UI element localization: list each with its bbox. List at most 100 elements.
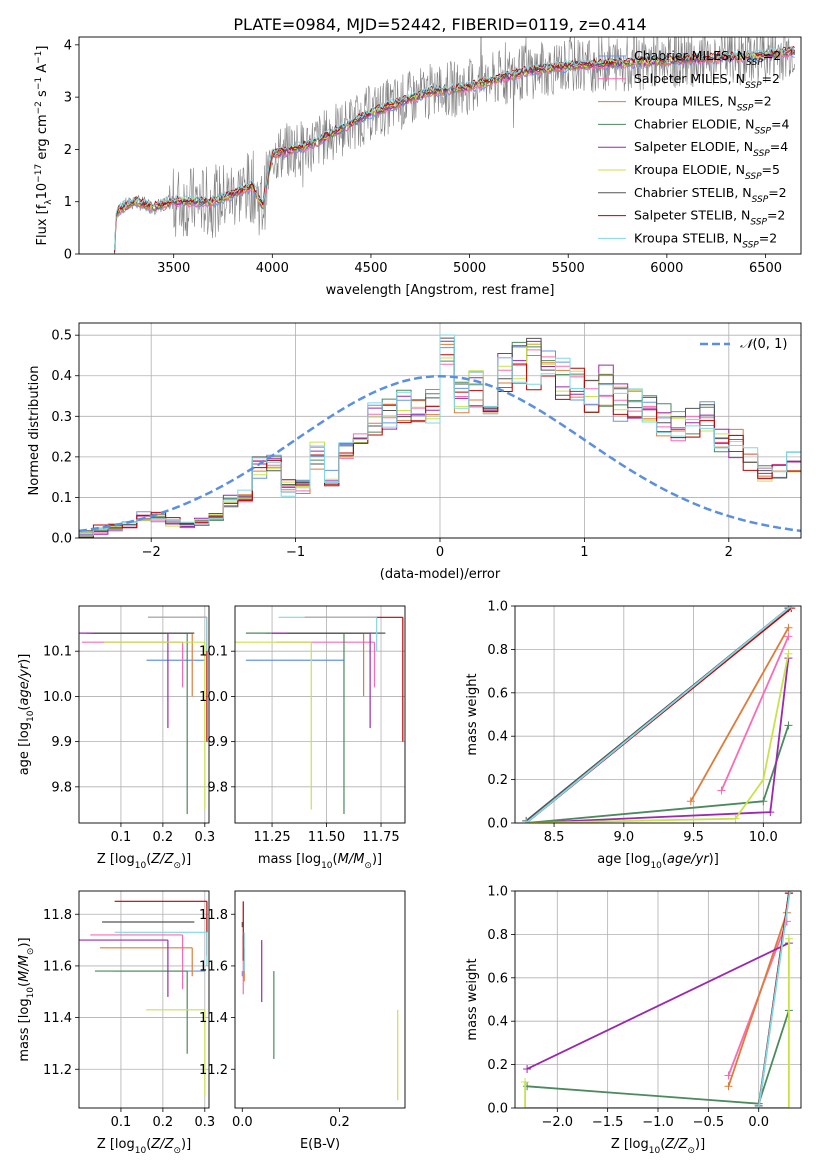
weight-line: [526, 942, 790, 1070]
weight-marker: [784, 649, 793, 658]
x-axis-label: mass [log10(M/M⊙)]: [258, 852, 382, 871]
x-tick-label: 0.0: [232, 1115, 253, 1130]
weight-marker: [724, 1071, 733, 1080]
Z-mass-frame: [78, 890, 210, 1109]
x-axis-label: E(B-V): [300, 1137, 340, 1152]
y-tick-label: 2: [64, 143, 72, 158]
weight-line: [720, 636, 790, 791]
x-axis-label: (data-model)/error: [380, 567, 501, 582]
weight-marker: [784, 623, 793, 632]
mass-age-frame: [234, 605, 406, 824]
x-tick-label: 6000: [650, 261, 683, 276]
Z-massweight-plot: [521, 891, 794, 1108]
legend-entry: 𝒩(0, 1): [740, 337, 787, 352]
weight-marker: [759, 775, 768, 784]
x-tick-label: −1.5: [592, 1115, 624, 1130]
y-tick-label: 0.2: [487, 1058, 508, 1073]
x-tick-label: 0.3: [194, 830, 215, 845]
x-tick-label: 0.0: [748, 1115, 769, 1130]
y-tick-label: 0.5: [51, 329, 72, 344]
weight-line: [727, 912, 788, 1087]
y-tick-label: 0.0: [487, 817, 508, 832]
x-tick-label: −1: [286, 545, 305, 560]
legend-entry: Kroupa ELODIE, NSSP=5: [634, 162, 780, 182]
y-tick-label: 0.6: [487, 686, 508, 701]
age-massweight-plot: [522, 606, 796, 823]
y-tick-label: 11.2: [43, 1063, 72, 1078]
y-tick-label: 11.4: [43, 1011, 72, 1026]
x-tick-label: 3500: [157, 261, 190, 276]
chart-layer: 3500 4000 4500 5000 5500 6000 6500 0 1 2 3 4 Chabrie…: [17, 36, 802, 1156]
y-axis-label: age [log10(age/yr)]: [17, 654, 36, 776]
residual-histogram-axes: [75, 323, 801, 542]
x-tick-label: −2.0: [542, 1115, 574, 1130]
y-tick-label: 0.8: [487, 928, 508, 943]
y-axis-label: mass weight: [465, 958, 480, 1040]
x-tick-label: 5000: [453, 261, 486, 276]
x-axis-label: Z [log10(Z/Z⊙)]: [97, 852, 191, 871]
legend-entry: Kroupa STELIB, NSSP=2: [634, 230, 777, 250]
x-tick-label: 10.0: [749, 830, 778, 845]
y-tick-label: 10.0: [199, 690, 228, 705]
weight-marker: [731, 814, 740, 823]
weight-line: [757, 891, 791, 1108]
mass-age-axes: [231, 606, 405, 827]
legend-entry: Salpeter ELODIE, NSSP=4: [634, 139, 788, 159]
x-tick-label: −1.0: [642, 1115, 674, 1130]
weight-marker: [754, 1104, 763, 1108]
y-axis-label: mass weight: [465, 673, 480, 755]
weight-marker: [521, 1077, 530, 1086]
weight-line: [524, 938, 790, 1108]
y-tick-label: 0.2: [487, 773, 508, 788]
x-tick-label: 9.0: [613, 830, 634, 845]
x-tick-label: −0.5: [693, 1115, 725, 1130]
y-tick-label: 0.4: [487, 730, 508, 745]
weight-marker: [784, 934, 793, 943]
Z-mass-plot: [79, 900, 208, 1096]
Z-massweight-frame: [514, 890, 802, 1109]
y-tick-label: 11.6: [199, 959, 228, 974]
normal-curve: [79, 374, 801, 533]
x-tick-label: 5500: [552, 261, 585, 276]
x-tick-label: 8.5: [544, 830, 565, 845]
Z-mass-axes: [75, 891, 209, 1112]
spectrum-axes: [75, 44, 766, 258]
y-tick-label: 0.0: [487, 1102, 508, 1117]
x-tick-label: 0: [436, 545, 444, 560]
figure-title: PLATE=0984, MJD=52442, FIBERID=0119, z=0…: [233, 15, 646, 34]
EBV-mass-plot: [241, 901, 399, 1101]
x-tick-label: 11.50: [308, 830, 345, 845]
y-tick-label: 0.1: [51, 491, 72, 506]
y-tick-label: 0.0: [51, 532, 72, 547]
weight-marker: [784, 1104, 793, 1108]
x-tick-label: 0.2: [153, 1115, 174, 1130]
x-tick-label: 0.3: [194, 1115, 215, 1130]
weight-marker: [686, 797, 695, 806]
weight-line: [525, 606, 792, 823]
weight-marker: [766, 808, 775, 817]
y-axis-label: mass [log10(M/M⊙)]: [17, 937, 36, 1061]
x-axis-label: age [log10(age/yr)]: [597, 852, 719, 871]
age-massweight-frame: [514, 605, 802, 824]
y-tick-label: 10.0: [43, 690, 72, 705]
weight-marker: [784, 721, 793, 730]
weight-marker: [523, 1064, 532, 1073]
y-tick-label: 3: [64, 91, 72, 106]
y-tick-label: 1.0: [487, 600, 508, 615]
y-tick-label: 0: [64, 248, 72, 263]
legend-entry: Salpeter MILES, NSSP=2: [634, 71, 780, 91]
weight-marker: [522, 819, 531, 823]
x-tick-label: 0.1: [111, 830, 132, 845]
x-axis-label: Z [log10(Z/Z⊙)]: [97, 1137, 191, 1156]
x-axis-label: Z [log10(Z/Z⊙)]: [611, 1137, 705, 1156]
x-tick-label: 11.25: [253, 830, 290, 845]
weight-marker: [785, 891, 794, 895]
weight-line: [526, 653, 790, 823]
y-tick-label: 9.8: [51, 780, 72, 795]
x-tick-label: 11.75: [362, 830, 399, 845]
spectrum-frame: [78, 36, 802, 255]
y-tick-label: 11.4: [199, 1011, 228, 1026]
weight-marker: [521, 1104, 530, 1108]
y-tick-label: 1.0: [487, 885, 508, 900]
